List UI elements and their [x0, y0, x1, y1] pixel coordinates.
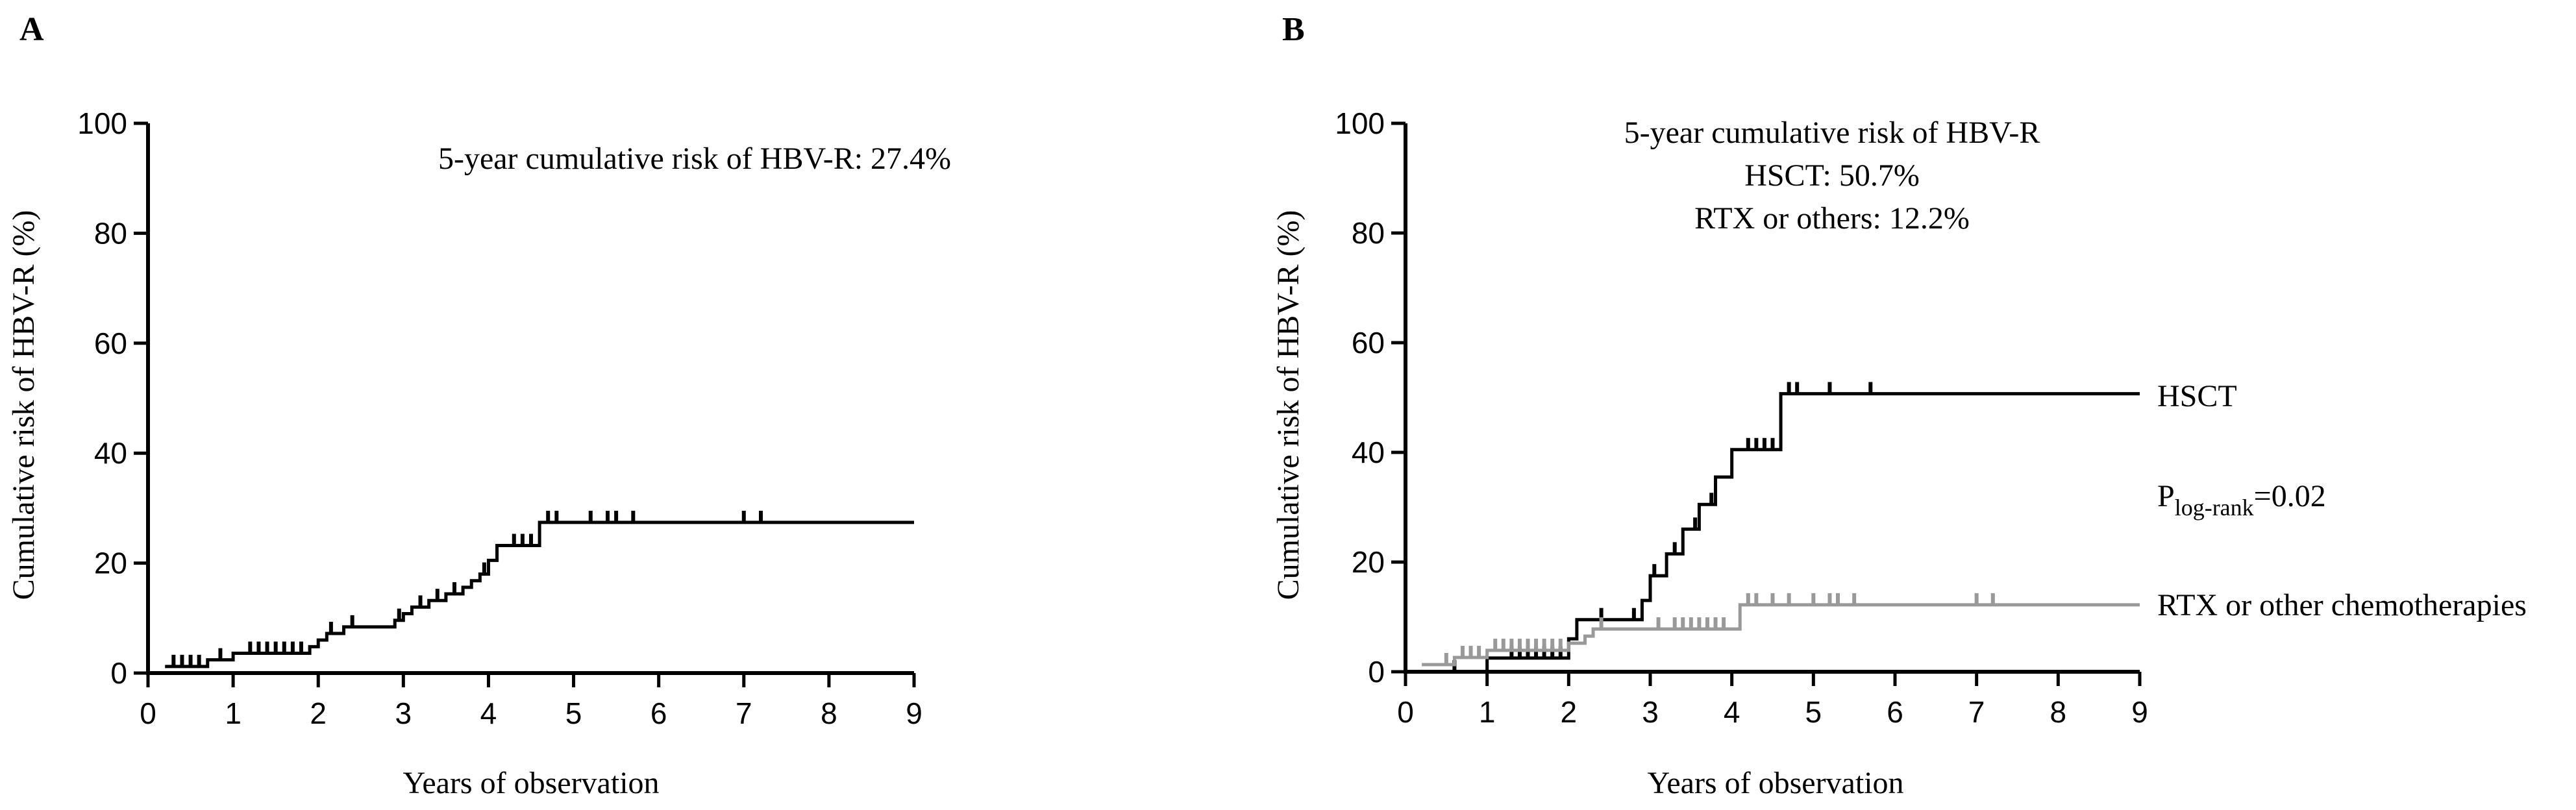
panel-a-label: A: [19, 11, 44, 48]
panel-b-annotation-title: 5-year cumulative risk of HBV-R: [1624, 116, 2040, 150]
panel-a-annotation: 5-year cumulative risk of HBV-R: 27.4%: [438, 141, 951, 176]
panel-b-x-tick-label: 5: [1805, 695, 1822, 729]
panel-b-x-tick-label: 4: [1724, 695, 1740, 729]
panel-a: A 5-year cumulative risk of HBV-R: 27.4%…: [6, 11, 951, 800]
panel-b-x-axis-label: Years of observation: [1647, 766, 1903, 800]
pvalue-value: =0.02: [2254, 479, 2326, 513]
panel-b-y-tick-label: 20: [1352, 545, 1385, 579]
panel-b-y-tick-label: 40: [1352, 436, 1385, 469]
panel-b-y-tick-label: 60: [1352, 326, 1385, 360]
panel-a-y-axis-label: Cumulative risk of HBV-R (%): [6, 210, 41, 600]
panel-b-y-tick-label: 100: [1335, 106, 1385, 140]
panel-b-y-tick-label: 0: [1368, 655, 1385, 689]
legend-label-hsct: HSCT: [2157, 379, 2237, 413]
pvalue-prefix: P: [2157, 479, 2175, 513]
panel-b-series-0-line: [1406, 392, 2140, 674]
panel-a-x-tick-label: 6: [650, 696, 667, 730]
panel-a-x-tick-label: 2: [310, 696, 327, 730]
panel-a-x-tick-label: 1: [225, 696, 242, 730]
panel-b-x-tick-label: 8: [2050, 695, 2067, 729]
panel-b-x-tick-label: 1: [1479, 695, 1496, 729]
panel-a-y-tick-label: 0: [110, 656, 127, 690]
panel-b-x-tick-label: 3: [1642, 695, 1659, 729]
panel-a-y-tick-label: 80: [94, 216, 127, 250]
panel-a-x-tick-label: 4: [480, 696, 497, 730]
panel-b-pvalue: Plog-rank=0.02: [2157, 479, 2326, 521]
panel-a-plot-area: 0 20 40 60 80 100 0 1 2 3 4 5 6 7 8 9: [77, 106, 923, 730]
panel-a-x-tick-label: 9: [906, 696, 923, 730]
pvalue-subscript: log-rank: [2175, 495, 2254, 521]
panel-a-y-tick-label: 40: [94, 436, 127, 470]
panel-b-x-tick-label: 6: [1887, 695, 1903, 729]
panel-a-x-tick-label: 7: [736, 696, 752, 730]
panel-b-x-tick-label: 9: [2131, 695, 2148, 729]
panel-a-x-tick-label: 8: [821, 696, 837, 730]
panel-b-y-axis-label: Cumulative risk of HBV-R (%): [1271, 210, 1306, 600]
legend-label-rtx: RTX or other chemotherapies: [2157, 588, 2527, 622]
panel-a-y-tick-label: 20: [94, 546, 127, 580]
panel-b-plot-area: 0 20 40 60 80 100 0 1 2 3 4 5 6 7 8 9: [1335, 106, 2148, 729]
panel-a-x-tick-label: 3: [395, 696, 412, 730]
panel-a-series-0-line: [165, 521, 914, 669]
panel-b-x-tick-label: 2: [1561, 695, 1578, 729]
panel-b: B 5-year cumulative risk of HBV-R HSCT: …: [1271, 11, 2527, 800]
panel-a-x-tick-label: 5: [565, 696, 582, 730]
panel-b-label: B: [1282, 11, 1305, 48]
panel-a-y-tick-label: 60: [94, 326, 127, 360]
panel-b-x-tick-label: 7: [1968, 695, 1985, 729]
panel-a-x-tick-label: 0: [140, 696, 156, 730]
panel-a-x-axis-label: Years of observation: [402, 766, 659, 800]
panel-b-annotation-hsct: HSCT: 50.7%: [1744, 158, 1920, 193]
panel-b-annotation-rtx: RTX or others: 12.2%: [1694, 201, 1970, 236]
panel-a-y-tick-label: 100: [77, 106, 127, 140]
panel-b-y-tick-label: 80: [1352, 216, 1385, 250]
panel-b-x-tick-label: 0: [1397, 695, 1414, 729]
